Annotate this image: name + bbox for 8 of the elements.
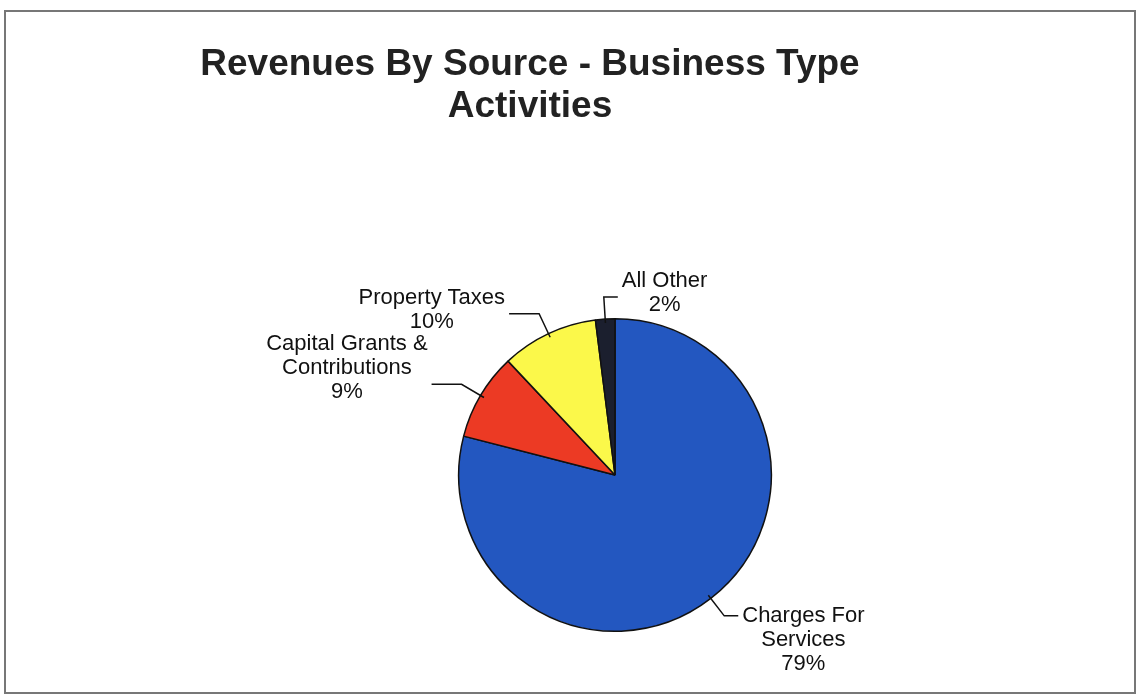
data-label: 2% [648,291,681,317]
data-label: 79% [781,649,826,675]
slice-label: Property Taxes [358,283,505,309]
slice-label: All Other [621,267,708,293]
slice-label: Charges For Services [742,601,865,651]
data-label: 9% [330,378,363,404]
chart-title: Revenues By Source - Business Type Activities [199,42,861,126]
slice-label: Capital Grants & Contributions [266,330,428,380]
